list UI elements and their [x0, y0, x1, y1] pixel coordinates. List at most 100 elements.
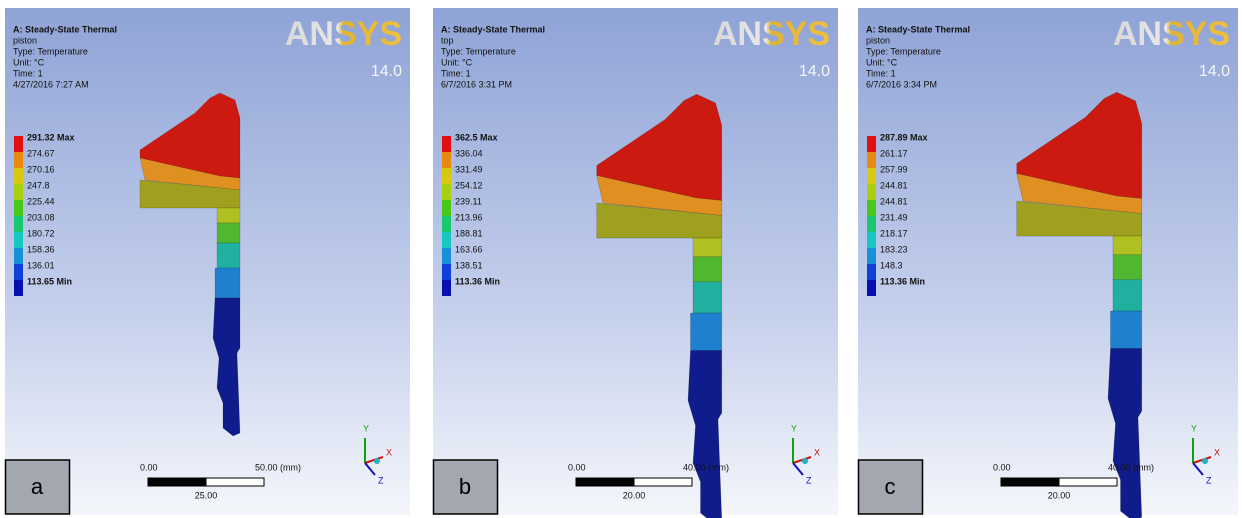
logo: ANSYS — [713, 15, 830, 53]
legend-swatch — [14, 168, 23, 184]
legend-value: 244.81 — [880, 196, 908, 206]
legend-swatch — [867, 168, 876, 184]
header-type: Type: Temperature — [441, 46, 516, 56]
header-type: Type: Temperature — [13, 46, 88, 56]
legend-value: 336.04 — [455, 148, 483, 158]
axis-origin — [1202, 458, 1208, 464]
scale-start: 0.00 — [568, 462, 586, 472]
header-title: A: Steady-State Thermal — [866, 24, 970, 34]
legend-value: 225.44 — [27, 196, 55, 206]
legend-value: 261.17 — [880, 148, 908, 158]
header-date: 6/7/2016 3:34 PM — [866, 79, 937, 89]
axis-z-label: Z — [378, 475, 384, 485]
header-unit: Unit: °C — [441, 57, 473, 67]
header-name: piston — [866, 35, 890, 45]
legend-value: 138.51 — [455, 260, 483, 270]
logo: ANSYS — [285, 15, 402, 53]
scale-end: 50.00 (mm) — [255, 462, 301, 472]
legend-swatch — [867, 232, 876, 248]
model-region — [217, 223, 240, 243]
legend-value: 331.49 — [455, 164, 483, 174]
model-region — [1113, 255, 1142, 280]
model-region — [1111, 311, 1142, 349]
axis-origin — [802, 458, 808, 464]
header-unit: Unit: °C — [13, 57, 45, 67]
model-region — [1113, 236, 1142, 255]
legend-value: 231.49 — [880, 212, 908, 222]
scale-bar-black — [576, 478, 634, 486]
model-region — [1113, 280, 1142, 311]
header-name: top — [441, 35, 454, 45]
scale-mid: 20.00 — [1048, 490, 1071, 500]
legend-swatch — [442, 232, 451, 248]
legend-value: 218.17 — [880, 228, 908, 238]
legend-value: 362.5 Max — [455, 132, 498, 142]
scale-bar-white — [634, 478, 692, 486]
legend-swatch — [867, 248, 876, 264]
legend-value: 203.08 — [27, 212, 55, 222]
header-date: 6/7/2016 3:31 PM — [441, 79, 512, 89]
legend-value: 247.8 — [27, 180, 50, 190]
legend-value: 287.89 Max — [880, 132, 928, 142]
model-region — [691, 313, 722, 351]
legend-value: 136.01 — [27, 260, 55, 270]
legend-swatch — [867, 216, 876, 232]
legend-value: 148.3 — [880, 260, 903, 270]
model-region — [217, 243, 240, 268]
axis-y-label: Y — [1191, 423, 1197, 433]
model-region — [693, 282, 722, 313]
scale-bar-black — [1001, 478, 1059, 486]
legend-swatch — [14, 136, 23, 152]
legend-value: 274.67 — [27, 148, 55, 158]
axis-y-label: Y — [791, 423, 797, 433]
axis-x-label: X — [1214, 447, 1220, 457]
legend-value: 291.32 Max — [27, 132, 75, 142]
scale-start: 0.00 — [140, 462, 158, 472]
figure: A: Steady-State ThermalpistonType: Tempe… — [0, 0, 1242, 518]
axis-x-label: X — [814, 447, 820, 457]
header-time: Time: 1 — [13, 68, 43, 78]
scale-bar-white — [206, 478, 264, 486]
header-title: A: Steady-State Thermal — [13, 24, 117, 34]
axis-z-label: Z — [1206, 475, 1212, 485]
panel-label: a — [31, 474, 44, 499]
header-time: Time: 1 — [441, 68, 471, 78]
legend-value: 270.16 — [27, 164, 55, 174]
header-date: 4/27/2016 7:27 AM — [13, 79, 89, 89]
legend-value: 257.99 — [880, 164, 908, 174]
legend-swatch — [867, 152, 876, 168]
legend-swatch — [14, 152, 23, 168]
legend-swatch — [14, 264, 23, 280]
header-time: Time: 1 — [866, 68, 896, 78]
legend-swatch — [14, 232, 23, 248]
model-region — [217, 208, 240, 223]
legend-swatch — [442, 280, 451, 296]
legend-swatch — [442, 248, 451, 264]
legend-swatch — [14, 248, 23, 264]
legend-value: 113.36 Min — [455, 276, 500, 286]
legend-value: 244.81 — [880, 180, 908, 190]
legend-value: 254.12 — [455, 180, 483, 190]
legend-value: 113.36 Min — [880, 276, 925, 286]
scale-mid: 25.00 — [195, 490, 218, 500]
legend-swatch — [867, 136, 876, 152]
header-name: piston — [13, 35, 37, 45]
header-title: A: Steady-State Thermal — [441, 24, 545, 34]
axis-x-label: X — [386, 447, 392, 457]
panel: A: Steady-State ThermalpistonType: Tempe… — [5, 8, 410, 515]
model-region — [215, 268, 240, 298]
legend-value: 188.81 — [455, 228, 483, 238]
axis-y-label: Y — [363, 423, 369, 433]
legend-value: 213.96 — [455, 212, 483, 222]
legend-swatch — [14, 184, 23, 200]
legend-swatch — [442, 264, 451, 280]
legend-swatch — [442, 168, 451, 184]
legend-value: 183.23 — [880, 244, 908, 254]
version: 14.0 — [799, 63, 830, 80]
model-region — [693, 238, 722, 257]
scale-end: 40.00 (mm) — [683, 462, 729, 472]
panel-label: c — [885, 474, 896, 499]
legend-swatch — [442, 200, 451, 216]
